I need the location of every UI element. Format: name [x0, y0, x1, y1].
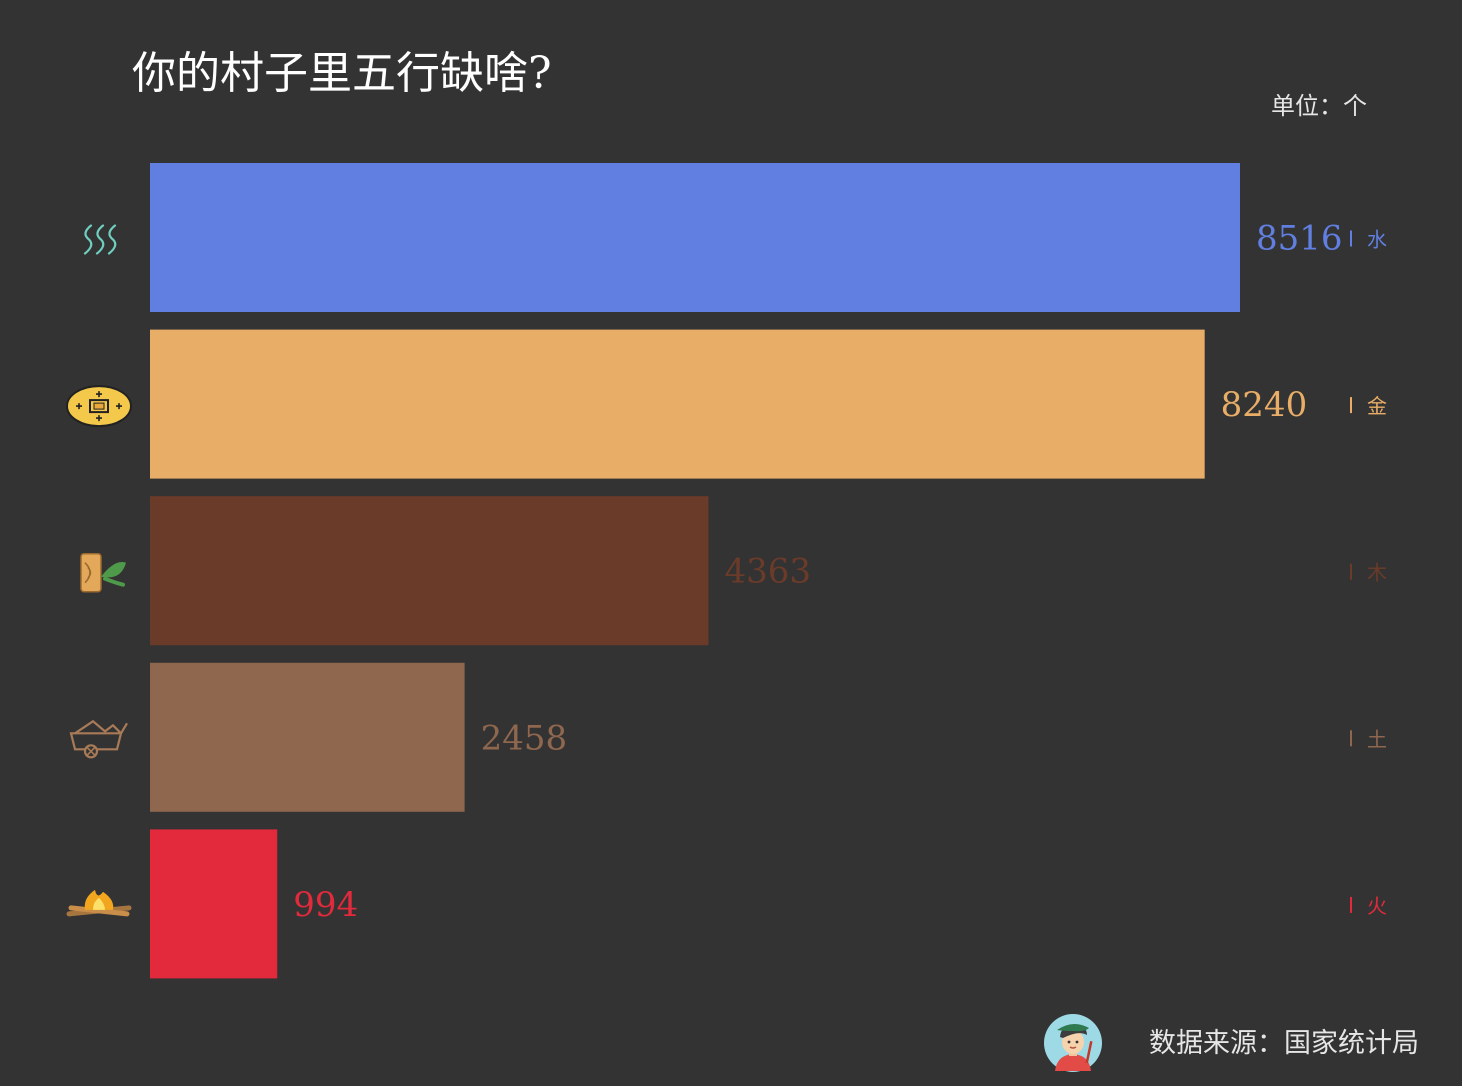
avatar-icon — [1044, 1014, 1102, 1072]
category-label: 水 — [1367, 228, 1387, 252]
value-label: 4363 — [724, 552, 811, 592]
value-label: 2458 — [481, 718, 568, 758]
bar-土 — [150, 662, 465, 812]
category-label: 金 — [1367, 394, 1387, 418]
value-label: 8516 — [1256, 219, 1343, 259]
category-label: 土 — [1367, 727, 1387, 751]
unit-label: 单位：个 — [1271, 92, 1367, 120]
earth-cart-icon — [69, 719, 128, 759]
bar-木 — [150, 496, 709, 646]
fire-campfire-icon — [66, 889, 132, 917]
bar-水 — [150, 163, 1240, 312]
wood-log-leaf-icon — [80, 552, 126, 593]
category-label: 火 — [1367, 894, 1387, 918]
bar-金 — [150, 329, 1205, 479]
chart-title: 你的村子里五行缺啥? — [132, 48, 552, 99]
source-note: 数据来源：国家统计局 — [1149, 1028, 1419, 1059]
gold-coin-icon — [66, 385, 132, 428]
value-label: 994 — [293, 885, 358, 925]
category-label: 木 — [1367, 561, 1387, 585]
water-waves-icon — [83, 224, 117, 255]
bar-火 — [150, 829, 278, 979]
value-label: 8240 — [1221, 385, 1308, 425]
